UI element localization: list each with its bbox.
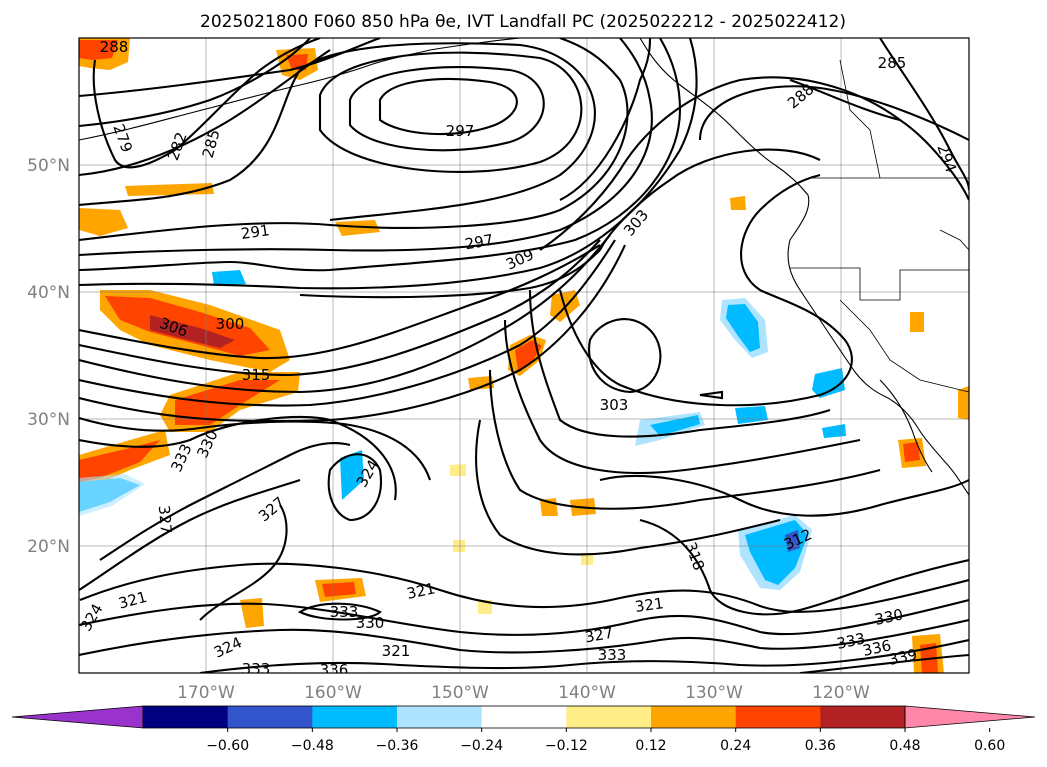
colorbar-tick-label: −0.12	[545, 738, 588, 754]
shade-band-darkred	[150, 315, 235, 348]
lon-label: 130°W	[685, 683, 743, 703]
contour-label: 321	[405, 579, 437, 603]
contour-label: 333	[242, 660, 271, 678]
colorbar-segment	[481, 706, 567, 728]
colorbar-segment	[397, 706, 483, 728]
colorbar-segment	[651, 706, 737, 728]
colorbar-tick-label: −0.48	[291, 738, 334, 754]
shade-patch-lightblue	[79, 474, 145, 516]
contour-label: 315	[242, 366, 271, 384]
lon-label: 140°W	[558, 683, 616, 703]
colorbar: −0.60 −0.48 −0.36 −0.24 −0.12 0.12 0.24 0.36 0.4…	[11, 705, 1036, 754]
contour-label: 339	[887, 645, 919, 669]
shade-patch-orange	[730, 196, 746, 210]
shade-patch-blue	[726, 304, 760, 352]
shade-patch-yellow	[450, 464, 466, 476]
colorbar-tick-label: 0.24	[720, 738, 751, 754]
shade-patch-yellow	[478, 600, 492, 614]
contour-label: 333	[598, 646, 627, 664]
contour-label: 321	[634, 594, 665, 616]
colorbar-tick-label: 0.12	[635, 738, 666, 754]
shade-patch-red	[903, 442, 920, 462]
contour-label: 291	[240, 221, 271, 243]
shade-patch-blue	[812, 368, 845, 398]
shade-patch-orange	[240, 598, 264, 628]
lon-label: 160°W	[304, 683, 362, 703]
map-area: 288 279 282 285 297 291 297 309 303 306 …	[79, 38, 969, 679]
map-frame	[78, 37, 970, 674]
lon-label: 150°W	[431, 683, 489, 703]
colorbar-tick-label: 0.36	[805, 738, 836, 754]
colorbar-segment	[227, 706, 313, 728]
lat-label: 40°N	[27, 283, 70, 303]
lon-label: 120°W	[812, 683, 870, 703]
theta-e-contours	[79, 38, 969, 673]
colorbar-segment	[312, 706, 398, 728]
colorbar-segment	[735, 706, 821, 728]
shade-patch-red	[322, 582, 356, 597]
shade-patch-blue	[650, 415, 700, 436]
lat-label: 50°N	[27, 156, 70, 176]
graticule	[79, 38, 969, 673]
colorbar-segment	[143, 706, 229, 728]
shade-patch-blue	[822, 424, 846, 438]
figure-title: 2025021800 F060 850 hPa θe, IVT Landfall…	[200, 12, 846, 32]
contour-label: 327	[155, 505, 175, 535]
shade-patch-orange	[79, 208, 128, 236]
shade-patch-red	[515, 340, 542, 370]
lat-label: 20°N	[27, 537, 70, 557]
contour-label: 333	[835, 629, 867, 653]
shade-band-red	[79, 440, 160, 482]
shade-patch-orange	[468, 376, 494, 390]
contour-label: 288	[100, 38, 129, 56]
colorbar-segment	[566, 706, 652, 728]
contour-label: 330	[873, 605, 905, 629]
contour-label: 327	[583, 624, 614, 647]
contour-label: 336	[861, 636, 893, 660]
shade-patch-red	[79, 40, 118, 60]
latitude-labels: 50°N 40°N 30°N 20°N	[27, 156, 70, 557]
shade-patch-blue	[340, 450, 364, 500]
colorbar-tick-label: 0.48	[889, 738, 920, 754]
longitude-labels: 170°W 160°W 150°W 140°W 130°W 120°W	[177, 683, 870, 703]
lon-label: 170°W	[177, 683, 235, 703]
colorbar-extend-high	[904, 705, 1036, 729]
contour-label: 300	[216, 315, 245, 333]
shade-patch-orange	[910, 312, 924, 332]
contour-label: 321	[382, 642, 411, 660]
contour-label: 303	[600, 396, 629, 414]
colorbar-outline	[142, 705, 906, 729]
shade-patch-orange	[335, 220, 380, 236]
shade-patch-blue	[212, 270, 246, 286]
colorbar-tick-label: −0.60	[206, 738, 249, 754]
colorbar-segment	[820, 706, 906, 728]
colorbar-tick-label: −0.36	[376, 738, 419, 754]
contour-label: 297	[446, 122, 475, 140]
contour-label: 330	[356, 614, 385, 632]
colorbar-tick-label: 0.60	[974, 738, 1005, 754]
contour-label: 297	[463, 231, 494, 254]
contour-label: 336	[320, 661, 349, 679]
colorbar-extend-low	[11, 705, 144, 729]
shade-patch-orange	[958, 386, 969, 420]
coastline-layer	[79, 38, 969, 496]
lat-label: 30°N	[27, 410, 70, 430]
contour-label: 285	[878, 54, 907, 72]
colorbar-tick-label: −0.24	[460, 738, 503, 754]
contour-label: 333	[330, 603, 359, 621]
